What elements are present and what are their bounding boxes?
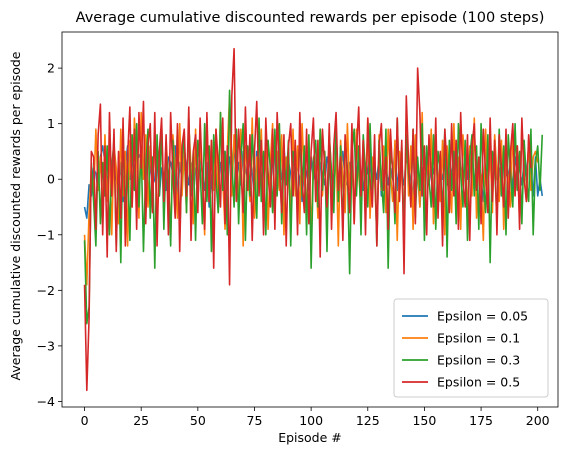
y-tick-label: 0 <box>47 172 55 187</box>
series-line-3 <box>83 47 532 392</box>
x-tick-label: 150 <box>412 413 436 428</box>
y-tick-label: −3 <box>37 338 55 353</box>
x-tick-label: 125 <box>356 413 380 428</box>
legend-box <box>393 298 549 398</box>
y-tick-label: 2 <box>47 61 55 76</box>
y-tick-label: −1 <box>37 227 55 242</box>
legend-label: Epsilon = 0.5 <box>437 375 520 390</box>
x-axis-title: Episode # <box>278 430 342 445</box>
y-axis-ticks: −4 −3 −2 −1 0 1 2 <box>37 61 62 409</box>
x-tick-label: 100 <box>299 413 323 428</box>
legend-label: Epsilon = 0.3 <box>437 353 520 368</box>
y-axis-title: Average cumulative discounted rewards pe… <box>8 51 23 380</box>
chart-title: Average cumulative discounted rewards pe… <box>76 10 545 26</box>
y-tick-label: 1 <box>47 116 55 131</box>
x-tick-label: 175 <box>469 413 493 428</box>
x-axis-ticks: 0 25 50 75 100 125 150 175 200 <box>81 407 550 428</box>
legend: Epsilon = 0.05 Epsilon = 0.1 Epsilon = 0.3… <box>393 298 549 398</box>
y-tick-label: −2 <box>37 283 55 298</box>
y-tick-label: −4 <box>37 394 55 409</box>
legend-label: Epsilon = 0.1 <box>437 331 520 346</box>
series-layer <box>83 47 544 392</box>
x-tick-label: 50 <box>190 413 206 428</box>
x-tick-label: 200 <box>526 413 550 428</box>
x-tick-label: 25 <box>133 413 149 428</box>
x-tick-label: 75 <box>247 413 263 428</box>
legend-label: Epsilon = 0.05 <box>437 309 528 324</box>
x-tick-label: 0 <box>81 413 89 428</box>
